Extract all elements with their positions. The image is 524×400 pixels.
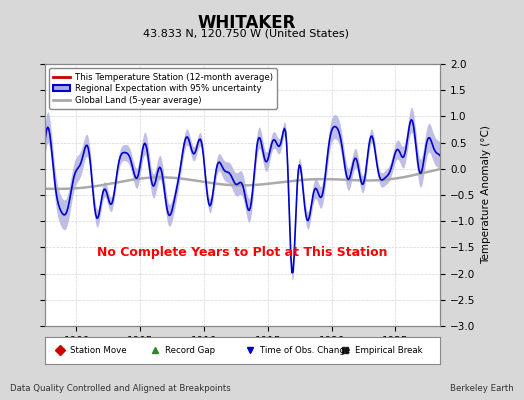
Text: No Complete Years to Plot at This Station: No Complete Years to Plot at This Statio… <box>97 246 388 259</box>
Text: Berkeley Earth: Berkeley Earth <box>450 384 514 393</box>
Text: Data Quality Controlled and Aligned at Breakpoints: Data Quality Controlled and Aligned at B… <box>10 384 231 393</box>
Legend: This Temperature Station (12-month average), Regional Expectation with 95% uncer: This Temperature Station (12-month avera… <box>49 68 277 109</box>
Text: WHITAKER: WHITAKER <box>197 14 296 32</box>
Text: 43.833 N, 120.750 W (United States): 43.833 N, 120.750 W (United States) <box>143 28 350 38</box>
Text: Empirical Break: Empirical Break <box>355 346 423 355</box>
Text: Record Gap: Record Gap <box>165 346 215 355</box>
Text: Time of Obs. Change: Time of Obs. Change <box>260 346 351 355</box>
Y-axis label: Temperature Anomaly (°C): Temperature Anomaly (°C) <box>481 126 491 264</box>
Text: Station Move: Station Move <box>70 346 127 355</box>
